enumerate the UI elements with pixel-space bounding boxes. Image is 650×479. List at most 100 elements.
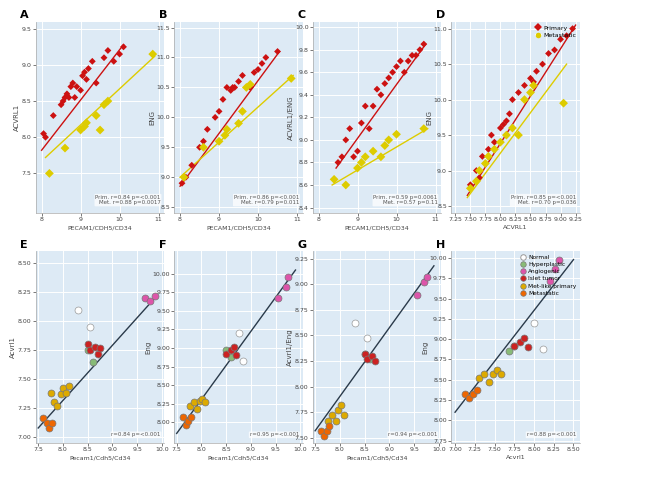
Point: [341, 136, 351, 144]
Point: [60, 93, 70, 101]
Point: [333, 407, 344, 414]
Point: [550, 265, 560, 273]
Point: [85, 323, 96, 331]
Point: [543, 50, 554, 57]
Point: [231, 352, 241, 359]
Point: [38, 130, 49, 137]
Point: [183, 417, 193, 424]
Point: [83, 65, 94, 72]
Point: [339, 411, 349, 419]
Point: [144, 297, 155, 305]
Point: [514, 131, 524, 139]
Point: [415, 46, 425, 54]
Point: [356, 159, 367, 166]
Point: [72, 83, 82, 91]
Point: [140, 294, 150, 302]
Point: [472, 387, 482, 394]
Point: [360, 153, 370, 160]
Point: [185, 402, 195, 410]
Point: [319, 432, 330, 440]
Point: [79, 123, 90, 130]
Point: [384, 136, 394, 144]
Point: [391, 63, 402, 70]
Point: [528, 81, 539, 89]
Point: [188, 399, 199, 406]
Point: [233, 330, 244, 337]
Text: B: B: [159, 10, 167, 20]
Point: [195, 398, 205, 405]
Point: [411, 52, 421, 59]
Point: [471, 167, 482, 174]
Point: [555, 35, 566, 43]
Legend: Normal, Hyperplastic, Angiogenic, Islet tumor, Met-like primary, Metastatic: Normal, Hyperplastic, Angiogenic, Islet …: [521, 254, 577, 297]
X-axis label: PECAM1/CDH5/CD34: PECAM1/CDH5/CD34: [68, 225, 133, 230]
Point: [504, 347, 514, 355]
Point: [488, 370, 498, 378]
Point: [360, 102, 370, 110]
Point: [52, 402, 62, 410]
X-axis label: Acvrl1: Acvrl1: [506, 455, 525, 460]
Point: [519, 81, 530, 89]
X-axis label: PECAM1/CDH5/CD34: PECAM1/CDH5/CD34: [206, 225, 271, 230]
Point: [103, 46, 113, 54]
Point: [567, 25, 578, 33]
Point: [464, 395, 474, 402]
Point: [253, 66, 263, 73]
Point: [331, 417, 341, 424]
Point: [367, 352, 377, 360]
Point: [103, 97, 113, 105]
Point: [407, 52, 417, 59]
Text: Prim. r=0.85 p=<0.001
Met. r=0.70 p=0.036: Prim. r=0.85 p=<0.001 Met. r=0.70 p=0.03…: [511, 194, 576, 205]
Point: [46, 420, 57, 427]
Point: [335, 401, 346, 409]
Point: [348, 153, 359, 160]
Legend: Primary, Metastatic: Primary, Metastatic: [535, 25, 577, 38]
Point: [549, 46, 560, 54]
Point: [220, 132, 230, 139]
Point: [62, 90, 72, 98]
Y-axis label: Eng: Eng: [422, 341, 428, 354]
Point: [365, 355, 375, 363]
Point: [531, 68, 541, 75]
Point: [528, 78, 539, 86]
Point: [362, 334, 372, 342]
Point: [58, 97, 68, 105]
Point: [177, 413, 188, 421]
Point: [91, 112, 101, 119]
Point: [181, 421, 191, 428]
Point: [233, 120, 244, 127]
Point: [359, 350, 370, 358]
Point: [239, 357, 249, 365]
Point: [214, 137, 224, 145]
Point: [352, 164, 363, 172]
Point: [222, 125, 232, 133]
Point: [226, 346, 237, 354]
Point: [471, 177, 482, 185]
Point: [83, 341, 93, 348]
Point: [150, 292, 160, 299]
Point: [554, 257, 564, 264]
Text: r=0.94 p=<0.001: r=0.94 p=<0.001: [388, 433, 437, 437]
Y-axis label: Acvrl1/Eng: Acvrl1/Eng: [287, 329, 293, 366]
Point: [44, 170, 55, 177]
Point: [75, 86, 86, 94]
Point: [227, 84, 238, 91]
Point: [395, 57, 406, 65]
Point: [181, 173, 191, 181]
X-axis label: Pecam1/Cdh5/Cd34: Pecam1/Cdh5/Cd34: [346, 455, 408, 460]
Point: [523, 343, 534, 351]
Point: [245, 80, 255, 88]
Point: [286, 75, 296, 82]
X-axis label: Pecam1/Cdh5/Cd34: Pecam1/Cdh5/Cd34: [208, 455, 269, 460]
Point: [64, 93, 74, 101]
Point: [83, 346, 93, 354]
Point: [519, 96, 530, 103]
Point: [333, 159, 343, 166]
Text: Prim. r=0.86 p=<0.001
Met. r=0.79 p=0.011: Prim. r=0.86 p=<0.001 Met. r=0.79 p=0.01…: [234, 194, 299, 205]
Text: E: E: [20, 240, 28, 250]
Point: [507, 96, 517, 103]
Point: [403, 57, 413, 65]
Point: [477, 152, 488, 160]
Point: [495, 124, 506, 132]
Point: [228, 342, 239, 350]
